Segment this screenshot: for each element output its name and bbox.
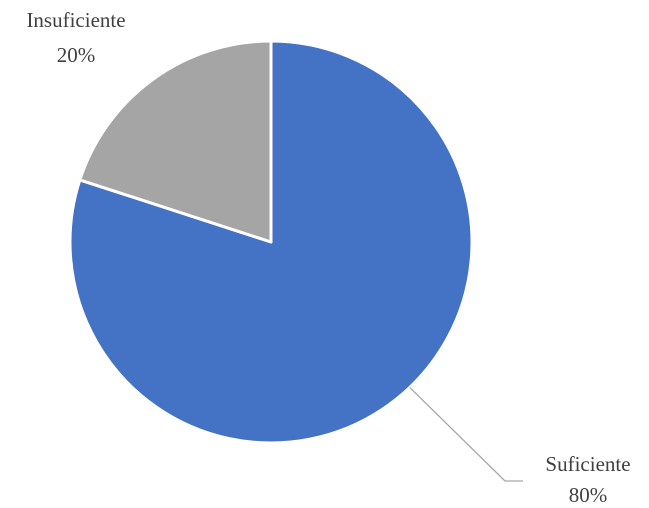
- label-insuficiente-percent: 20%: [57, 43, 96, 67]
- pie-slices: [68, 39, 474, 445]
- label-suficiente-category: Suficiente: [545, 452, 630, 476]
- label-suficiente-percent: 80%: [569, 483, 608, 507]
- leader-lines: [409, 387, 523, 482]
- label-insuficiente-category: Insuficiente: [26, 8, 125, 32]
- pie-slice-insuficiente: [78, 39, 273, 244]
- leader-line-suficiente: [409, 387, 523, 482]
